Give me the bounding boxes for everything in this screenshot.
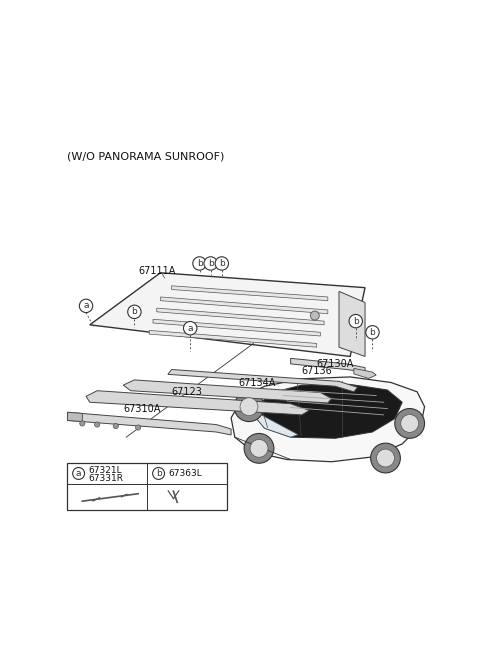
Text: 67331R: 67331R: [88, 474, 123, 482]
Polygon shape: [339, 291, 365, 357]
Polygon shape: [67, 413, 231, 435]
Circle shape: [153, 468, 165, 480]
Text: b: b: [156, 469, 161, 478]
Polygon shape: [153, 319, 321, 336]
Polygon shape: [160, 297, 328, 314]
Text: b: b: [219, 259, 225, 268]
Text: 67111A: 67111A: [138, 266, 176, 276]
Text: (W/O PANORAMA SUNROOF): (W/O PANORAMA SUNROOF): [67, 152, 225, 162]
Text: 67134A: 67134A: [239, 378, 276, 388]
Circle shape: [311, 311, 319, 320]
Polygon shape: [231, 377, 424, 462]
Polygon shape: [290, 359, 365, 372]
Polygon shape: [168, 370, 358, 392]
Polygon shape: [149, 330, 317, 347]
Circle shape: [204, 257, 217, 270]
Text: b: b: [353, 316, 359, 326]
FancyBboxPatch shape: [67, 463, 228, 510]
Polygon shape: [239, 395, 261, 415]
Circle shape: [377, 449, 395, 467]
Text: a: a: [188, 324, 193, 333]
Polygon shape: [253, 413, 298, 437]
Text: 67363L: 67363L: [168, 469, 202, 478]
Circle shape: [183, 322, 197, 335]
Polygon shape: [86, 391, 309, 415]
Circle shape: [395, 409, 424, 438]
Polygon shape: [172, 286, 328, 301]
Text: 67310A: 67310A: [123, 403, 161, 413]
Circle shape: [128, 305, 141, 318]
Polygon shape: [123, 380, 332, 403]
Text: 67130A: 67130A: [317, 359, 354, 369]
Text: 67136: 67136: [302, 367, 333, 376]
Text: a: a: [76, 469, 81, 478]
Text: b: b: [370, 328, 375, 337]
Circle shape: [79, 299, 93, 313]
Polygon shape: [156, 308, 324, 325]
Circle shape: [135, 425, 141, 430]
Circle shape: [95, 422, 100, 427]
Text: b: b: [132, 307, 137, 316]
Circle shape: [80, 421, 85, 426]
Polygon shape: [253, 384, 402, 438]
Circle shape: [240, 398, 258, 416]
Polygon shape: [90, 273, 365, 357]
Circle shape: [250, 440, 268, 457]
Text: a: a: [84, 301, 89, 311]
Circle shape: [349, 315, 362, 328]
Circle shape: [401, 415, 419, 432]
Polygon shape: [354, 368, 376, 378]
Circle shape: [215, 257, 228, 270]
Circle shape: [234, 392, 264, 422]
Circle shape: [193, 257, 206, 270]
Circle shape: [72, 468, 84, 480]
Circle shape: [113, 424, 119, 428]
Text: 67321L: 67321L: [88, 466, 121, 475]
Circle shape: [366, 326, 379, 339]
Circle shape: [371, 443, 400, 473]
Text: b: b: [197, 259, 203, 268]
Polygon shape: [67, 413, 83, 422]
Text: 67123: 67123: [172, 387, 203, 397]
Circle shape: [244, 434, 274, 463]
Text: b: b: [208, 259, 214, 268]
